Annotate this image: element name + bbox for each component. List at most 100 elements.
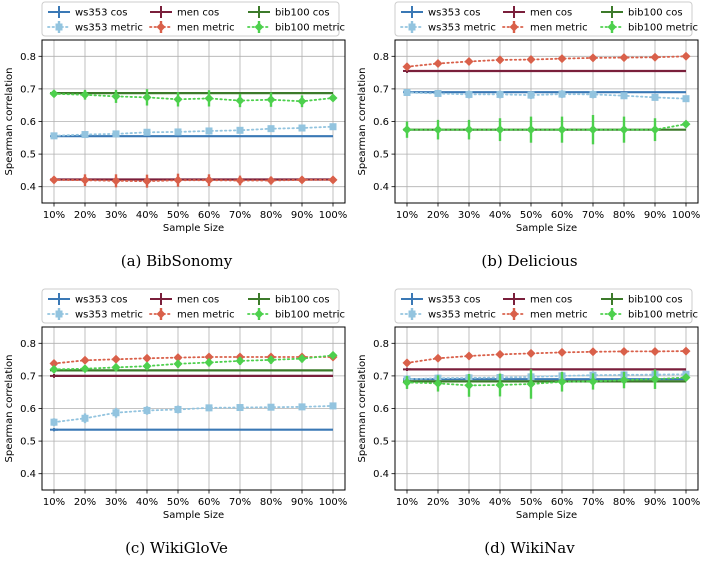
legend-label: bib100 metric (275, 23, 345, 34)
line-bib100-metric (53, 92, 334, 103)
x-tick-label: 30% (105, 210, 127, 221)
line-men-metric (406, 350, 687, 364)
data-point (650, 346, 660, 356)
data-point (235, 96, 245, 106)
line-bib100-metric (53, 354, 334, 371)
legend-swatch-marker (408, 23, 416, 31)
legend-label: bib100 metric (628, 310, 698, 321)
data-point (650, 52, 660, 62)
data-point (80, 355, 90, 365)
data-point (297, 354, 307, 364)
x-tick-label: 50% (520, 497, 542, 508)
x-tick-label: 70% (582, 210, 604, 221)
y-tick-label: 0.6 (373, 404, 389, 415)
y-tick-label: 0.6 (20, 117, 36, 128)
data-point (402, 377, 412, 387)
legend-item-bib100-metric: bib100 metric (600, 21, 698, 34)
series-men-cos (403, 367, 686, 372)
series-bib100-cos (403, 379, 686, 384)
chart-bibsonomy: 10% 20% 30% 40% 50% 60% 70% 80% 90% 100% 0.4 0.5 0.6… (4, 1, 347, 234)
x-tick-label: 90% (644, 497, 666, 508)
chart-panel-bibsonomy: 10% 20% 30% 40% 50% 60% 70% 80% 90% 100% 0.4 0.5 0.6… (0, 0, 353, 287)
data-point (143, 128, 151, 136)
data-point (266, 176, 276, 186)
data-point (142, 361, 152, 371)
data-point (204, 93, 214, 103)
line-men-metric (53, 179, 334, 183)
legend-swatch-marker (254, 309, 264, 319)
line-men-metric (53, 356, 334, 365)
data-point (619, 53, 629, 63)
y-tick-label: 0.4 (20, 182, 36, 193)
legend-box (41, 288, 340, 324)
x-axis: 10% 20% 30% 40% 50% 60% 70% 80% 90% 100% (43, 203, 347, 221)
x-tick-label: 40% (136, 497, 158, 508)
data-point (266, 95, 276, 105)
x-tick-label: 10% (43, 497, 65, 508)
legend-item-ws353-cos: ws353 cos (48, 6, 127, 19)
x-axis-label: Sample Size (516, 510, 577, 521)
legend-item-ws353-metric: ws353 metric (400, 308, 496, 321)
data-point (464, 57, 474, 67)
data-point (557, 125, 567, 135)
x-tick-label: 10% (396, 497, 418, 508)
series-bib100-cos (50, 368, 333, 372)
data-point (588, 376, 598, 386)
series-ws353-metric (403, 88, 690, 103)
data-point (328, 175, 338, 185)
data-point (557, 347, 567, 357)
data-point (402, 62, 412, 72)
x-tick-label: 50% (520, 210, 542, 221)
data-point (328, 350, 338, 360)
chart-panel-wikinav: 10% 20% 30% 40% 50% 60% 70% 80% 90% 100% 0.4 0.5 0.6… (353, 287, 706, 574)
legend-label: ws353 metric (428, 23, 496, 34)
line-ws353-metric (406, 373, 687, 381)
data-point (588, 53, 598, 63)
series-bib100-cos (403, 127, 686, 133)
legend-label: men cos (177, 295, 219, 306)
x-axis-label: Sample Size (163, 223, 224, 234)
y-tick-label: 0.6 (20, 404, 36, 415)
line-ws353-metric (406, 91, 687, 100)
data-point (619, 375, 629, 385)
data-point (173, 353, 183, 363)
data-point (235, 356, 245, 366)
series-bib100-metric (402, 114, 691, 145)
data-point (174, 128, 182, 136)
x-tick-label: 100% (319, 497, 348, 508)
data-point (298, 403, 306, 411)
legend-item-men-metric: men metric (149, 21, 235, 34)
data-point (204, 352, 214, 362)
legend-label: men cos (530, 8, 572, 19)
legend-label: men metric (177, 310, 235, 321)
data-point (557, 54, 567, 64)
legend-label: ws353 cos (75, 295, 127, 306)
x-tick-label: 60% (551, 497, 573, 508)
data-point (111, 362, 121, 372)
x-tick-label: 80% (260, 210, 282, 221)
data-point (433, 353, 443, 363)
chart-wikinav: 10% 20% 30% 40% 50% 60% 70% 80% 90% 100% 0.4 0.5 0.6… (357, 288, 700, 521)
legend-item-bib100-metric: bib100 metric (247, 308, 345, 321)
legend-label: bib100 cos (628, 8, 683, 19)
data-point (526, 379, 536, 389)
caption-wikiglove: (c) WikiGloVe (125, 539, 228, 557)
data-point (297, 96, 307, 106)
chart-wikiglove: 10% 20% 30% 40% 50% 60% 70% 80% 90% 100% 0.4 0.5 0.6… (4, 288, 348, 521)
legend-item-bib100-cos: bib100 cos (248, 6, 330, 19)
data-point (681, 346, 691, 356)
x-tick-label: 70% (229, 497, 251, 508)
x-axis-label: Sample Size (163, 510, 224, 521)
legend-item-men-metric: men metric (502, 308, 588, 321)
data-point (80, 175, 90, 185)
chart-panel-wikiglove: 10% 20% 30% 40% 50% 60% 70% 80% 90% 100% 0.4 0.5 0.6… (0, 287, 353, 574)
legend-swatch-marker (156, 309, 166, 319)
y-tick-label: 0.8 (373, 52, 389, 63)
x-tick-label: 40% (136, 210, 158, 221)
data-point (329, 123, 337, 131)
data-point (112, 130, 120, 138)
legend-item-men-cos: men cos (150, 293, 219, 306)
y-axis-label: Spearman correlation (357, 355, 368, 463)
legend-swatch-marker (509, 309, 519, 319)
series-ws353-metric (50, 123, 337, 140)
